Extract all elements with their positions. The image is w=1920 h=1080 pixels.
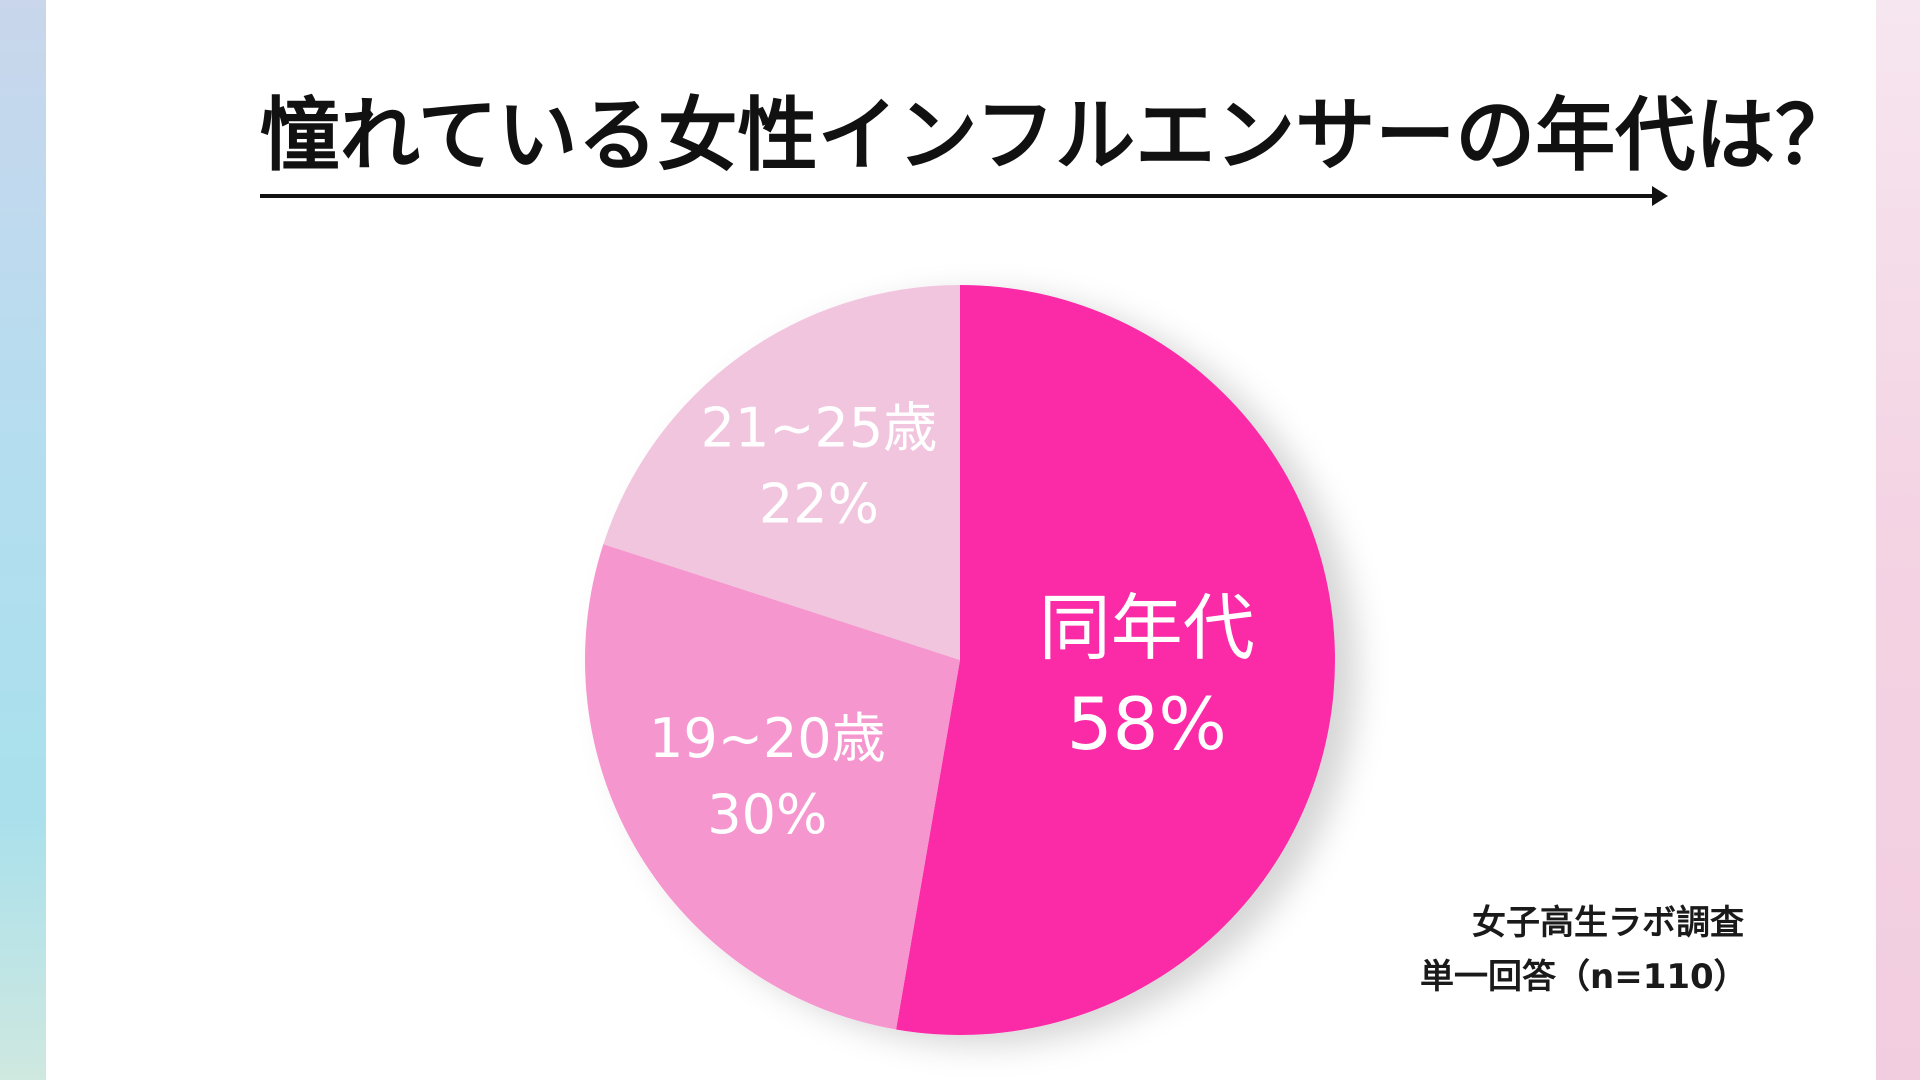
slice-label: 21~25歳 [701, 397, 938, 460]
left-gradient-band [0, 0, 46, 1080]
slice-value-label: 30% [707, 783, 827, 846]
source-answer-type: 単一回答（n=110） [1420, 957, 1748, 997]
pie-slice [896, 285, 1336, 1035]
source-note: 女子高生ラボ調査 単一回答（n=110） [1420, 896, 1820, 1004]
slice-label: 同年代 [1039, 586, 1255, 670]
right-gradient-band [1876, 0, 1920, 1080]
source-survey-name: 女子高生ラボ調査 [1472, 903, 1744, 943]
title-arrow-icon [1652, 186, 1668, 206]
slice-value-label: 58% [1067, 682, 1227, 766]
chart-title: 憧れている女性インフルエンサーの年代は？ [260, 89, 1856, 182]
title-underline [260, 194, 1658, 198]
pie-slice [584, 544, 960, 1030]
slice-label: 19~20歳 [649, 707, 886, 770]
slice-value-label: 22% [759, 473, 879, 536]
pie-slice [603, 285, 960, 660]
